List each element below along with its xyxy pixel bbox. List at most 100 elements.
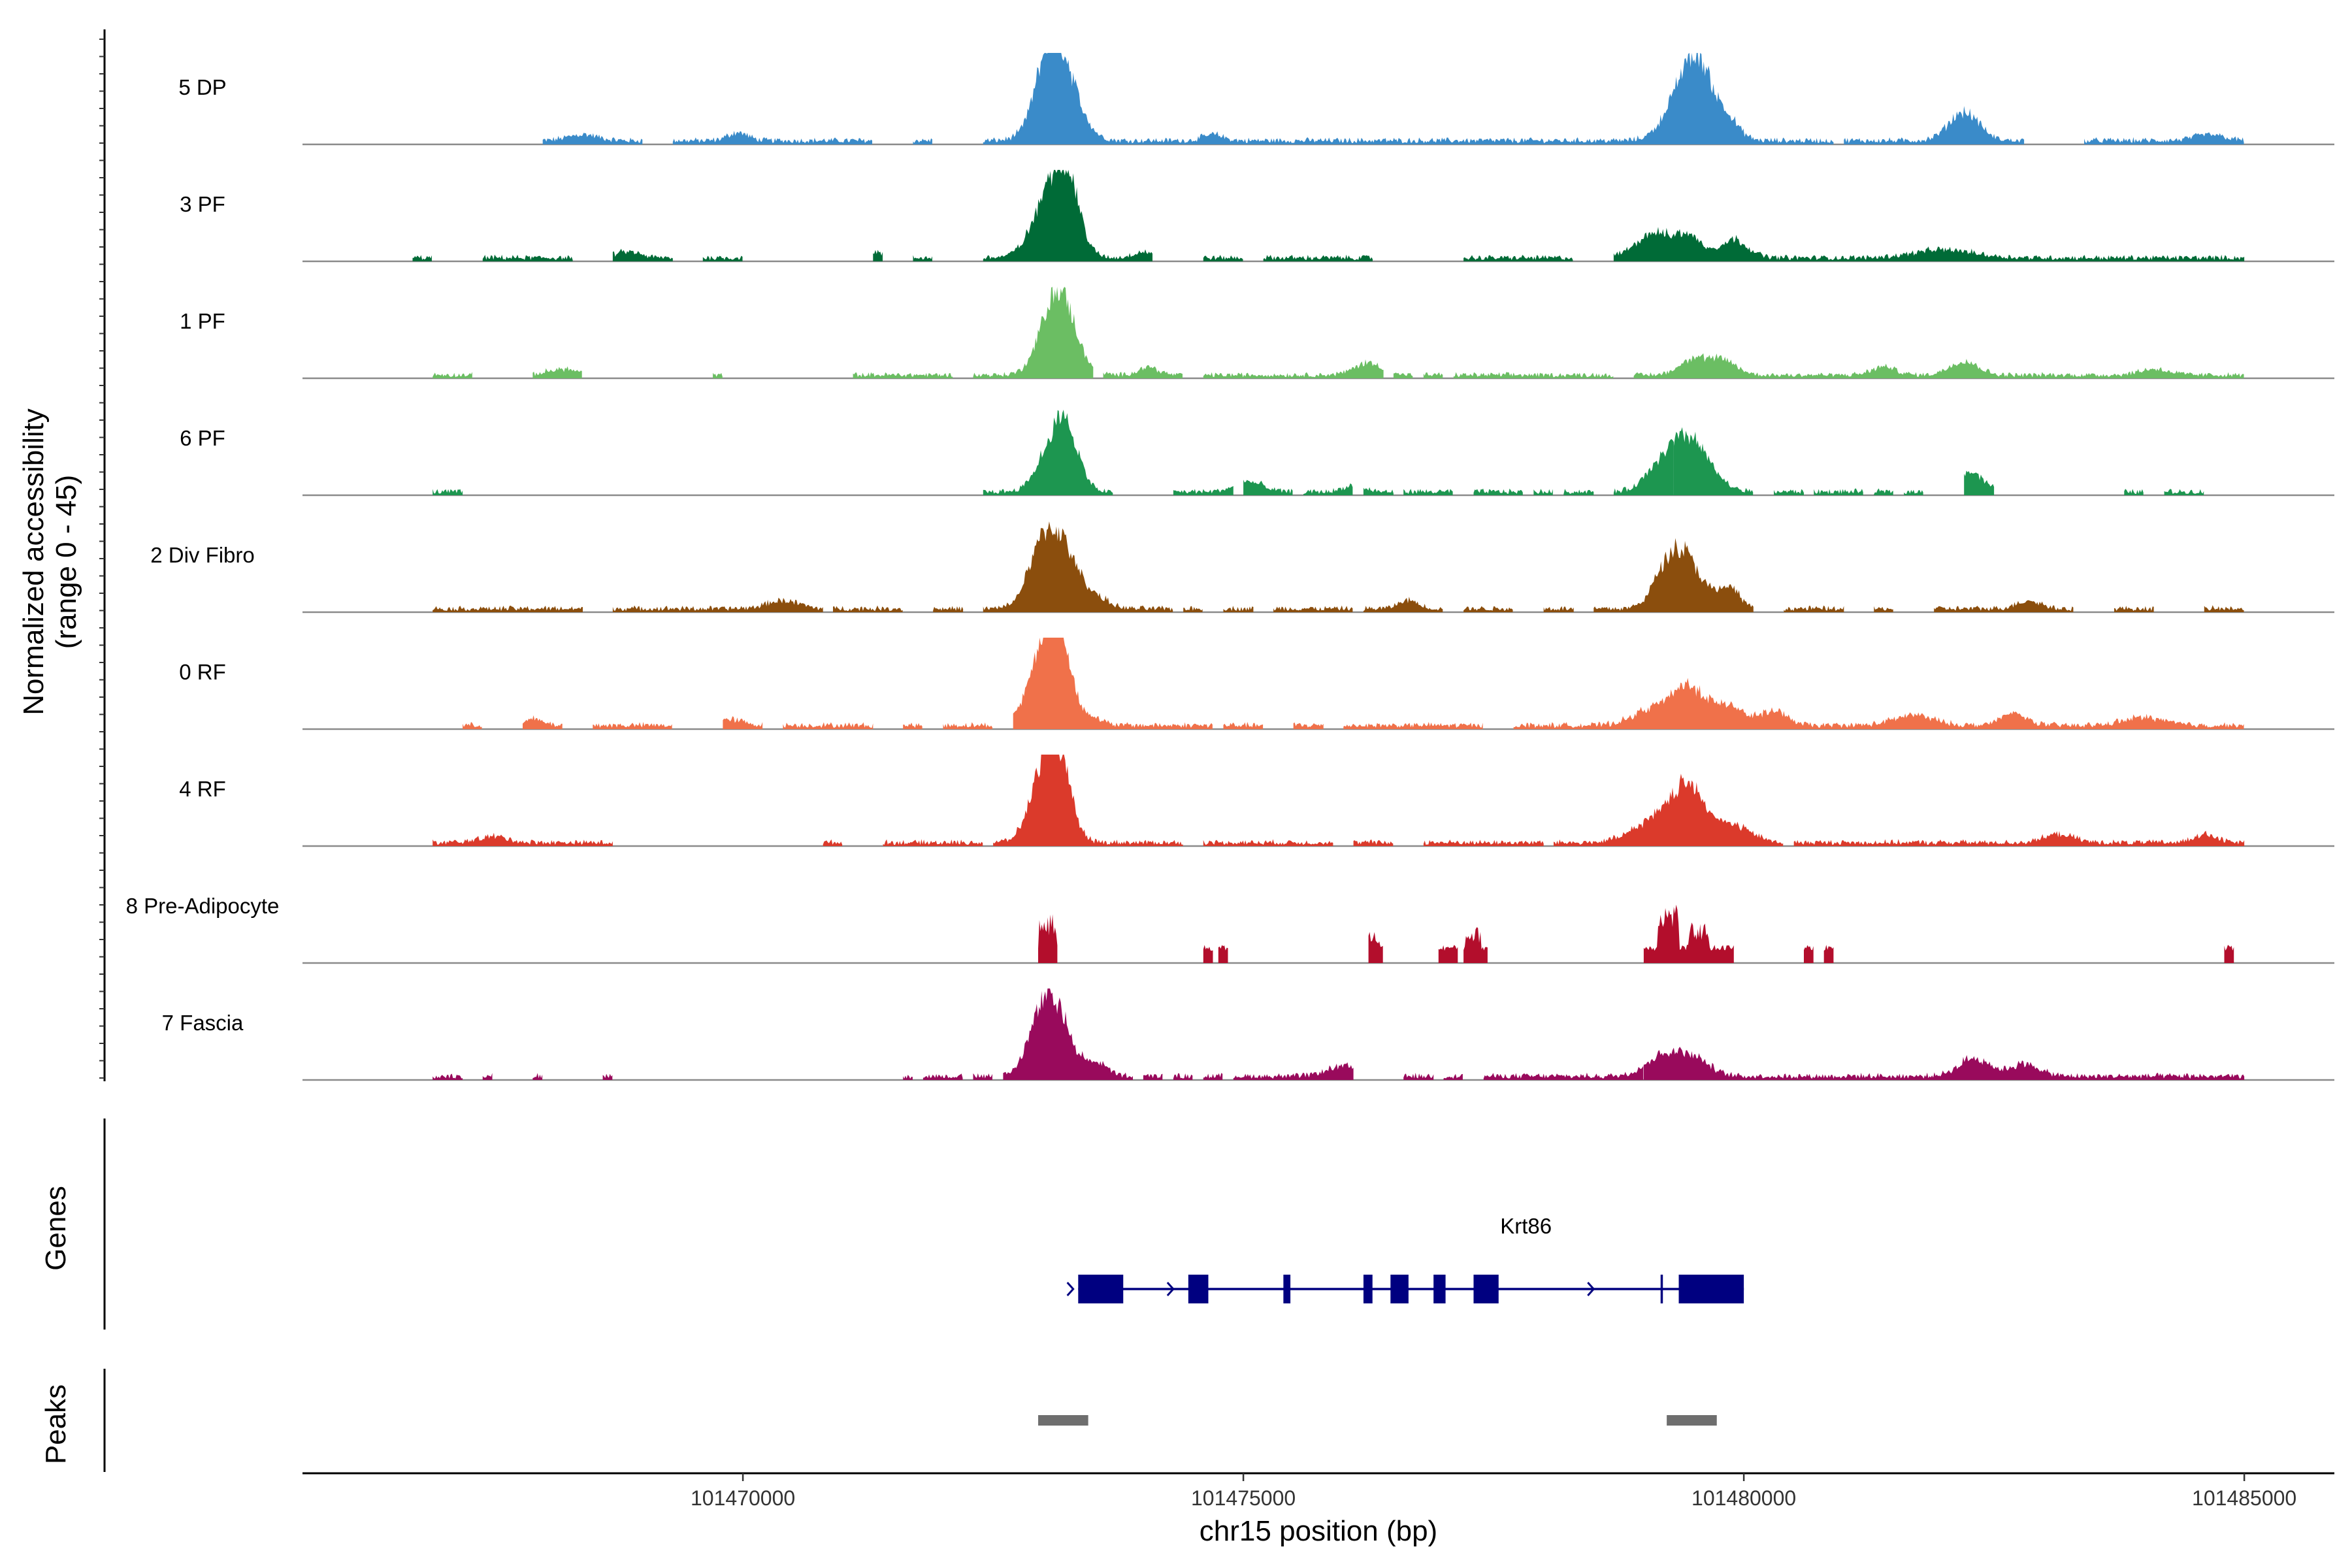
y-axis-title-range: (range 0 - 45) [50,475,82,649]
coverage-area [1814,488,1863,495]
gene-exon [1283,1275,1291,1303]
coverage-area [482,1073,493,1080]
x-tick-label: 101480000 [1691,1486,1796,1510]
coverage-area [2204,605,2244,612]
track-label: 1 PF [180,309,225,333]
coverage-area [723,716,763,729]
coverage-area [983,410,1113,495]
track-label: 7 Fascia [162,1011,244,1035]
track-0-rf: 0 RF [179,638,2334,730]
gene-exon [1678,1275,1744,1303]
coverage-area [1483,1066,1644,1080]
coverage-area [702,255,743,261]
coverage-area [1793,830,2245,846]
coverage-area [1874,606,1893,612]
coverage-area [463,722,482,729]
coverage-area [1904,489,1923,495]
coverage-area [1964,470,1995,495]
coverage-area [593,722,672,729]
track-7-fascia: 7 Fascia [162,988,2334,1081]
genes-panel-title: Genes [40,1186,72,1271]
strand-arrow [1066,1281,1075,1297]
track-2-div-fibro: 2 Div Fibro [150,521,2334,613]
x-tick-label: 101470000 [691,1486,795,1510]
coverage-area [1343,722,1483,729]
track-3-pf: 3 PF [180,170,2334,263]
coverage-area [873,250,883,261]
coverage-area [1173,1073,1193,1080]
track-label: 4 RF [179,777,226,801]
track-label: 8 Pre-Adipocyte [126,894,280,918]
coverage-area [1293,722,1324,729]
coverage-area [1643,1047,2245,1080]
coverage-area [1233,1062,1354,1080]
x-tick-label: 101475000 [1191,1486,1296,1510]
coverage-area [2084,132,2244,144]
track-5-dp: 5 DP [178,53,2334,146]
coverage-area [1593,538,1754,612]
coverage-area [1203,839,1333,846]
tracks-panel: 5 DP 3 PF 1 PF 6 PF 2 Div Fibro 0 RF 4 RF 8 Pre… [126,53,2334,1081]
coverage-area [1443,1073,1463,1080]
coverage-area [883,839,983,846]
coverage-area [1563,489,1594,495]
coverage-area [532,1073,543,1080]
coverage-area [1218,945,1228,963]
coverage-area [993,755,1183,846]
peak-regions [1038,1415,1717,1426]
coverage-area [943,722,992,729]
coverage-area [1453,372,1614,378]
coverage-area [1643,904,1734,963]
coverage-area [983,53,1834,144]
coverage-area [1263,254,1373,261]
track-1-pf: 1 PF [180,287,2334,380]
coverage-area [1473,488,1523,495]
coverage-area [1203,1073,1223,1080]
coverage-area [1804,945,1814,963]
coverage-area [1934,600,2074,612]
coverage-area [1203,255,1243,261]
coverage-area [612,597,823,612]
coverage-area [1038,914,1058,963]
coverage-area [542,133,643,144]
gene-model [1066,1275,1744,1303]
coverage-area [602,1073,613,1080]
gene-exon [1188,1275,1209,1303]
coverage-area [2164,489,2204,495]
track-4-rf: 4 RF [179,755,2334,847]
coverage-area [2124,489,2144,495]
coverage-area [433,606,583,612]
coverage-area [983,521,1173,612]
y-axis-ticks [99,39,105,1079]
coverage-area [833,605,903,612]
coverage-area [1303,483,1353,495]
coverage-area [1243,480,1293,495]
coverage-area [1844,106,2025,144]
coverage-area [923,1073,963,1080]
coverage-area [1423,840,1544,846]
coverage-area [1423,372,1443,378]
peak-region [1667,1415,1717,1426]
coverage-area [1353,840,1394,846]
coverage-area [672,131,872,144]
coverage-area [433,372,472,378]
coverage-area [1613,227,2245,261]
coverage-area [2114,606,2154,612]
coverage-area [1143,1073,1163,1080]
coverage-area [983,170,1152,261]
coverage-area [1533,489,1553,495]
x-tick-label: 101485000 [2192,1486,2296,1510]
peak-region [1038,1415,1088,1426]
coverage-area [1003,988,1133,1080]
strand-arrow [1392,1281,1400,1297]
coverage-area [1403,489,1453,495]
track-label: 2 Div Fibro [150,543,255,567]
coverage-area [532,366,582,378]
coverage-area [433,832,613,846]
strand-arrow [1166,1281,1175,1297]
coverage-area [1513,678,2244,729]
coverage-area [612,248,673,261]
coverage-area [973,287,1094,378]
coverage-area [433,489,463,495]
